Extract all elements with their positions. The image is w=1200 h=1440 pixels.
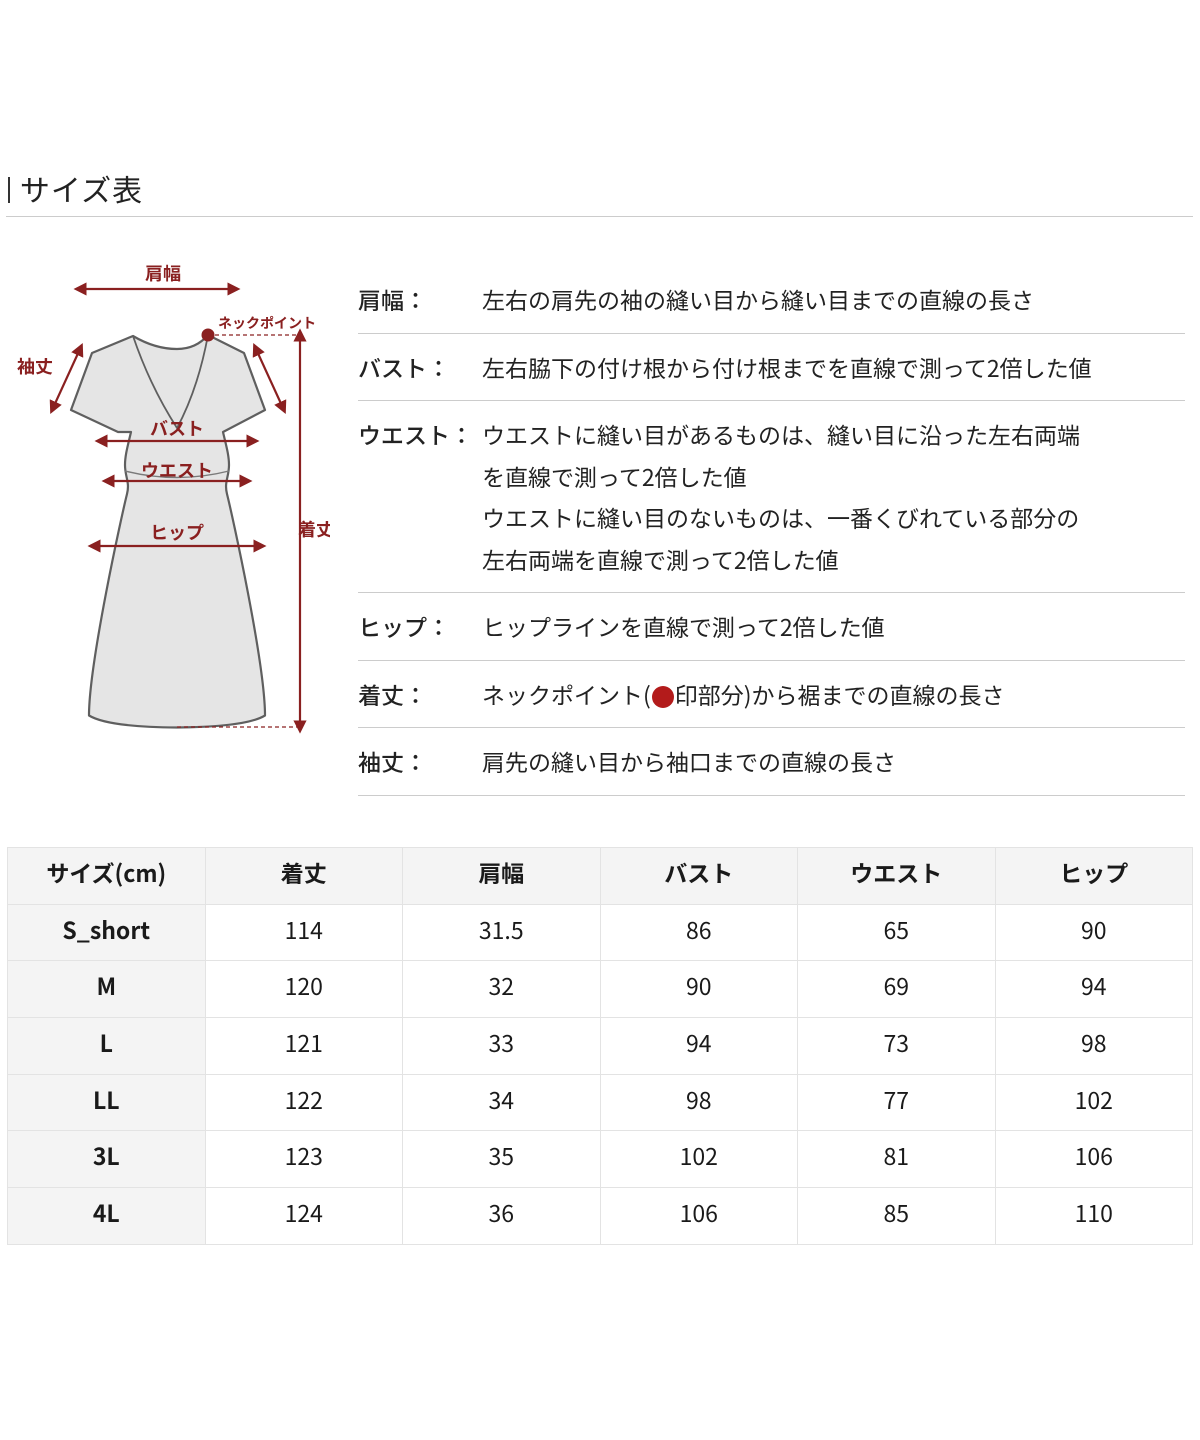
svg-text:ネックポイント: ネックポイント [218,313,316,333]
svg-text:着丈: 着丈 [298,516,330,542]
svg-text:袖丈: 袖丈 [17,353,53,379]
svg-text:肩幅: 肩幅 [145,260,181,286]
svg-text:バスト: バスト [150,415,204,441]
svg-text:ウエスト: ウエスト [141,457,213,483]
svg-text:ヒップ: ヒップ [150,519,204,545]
